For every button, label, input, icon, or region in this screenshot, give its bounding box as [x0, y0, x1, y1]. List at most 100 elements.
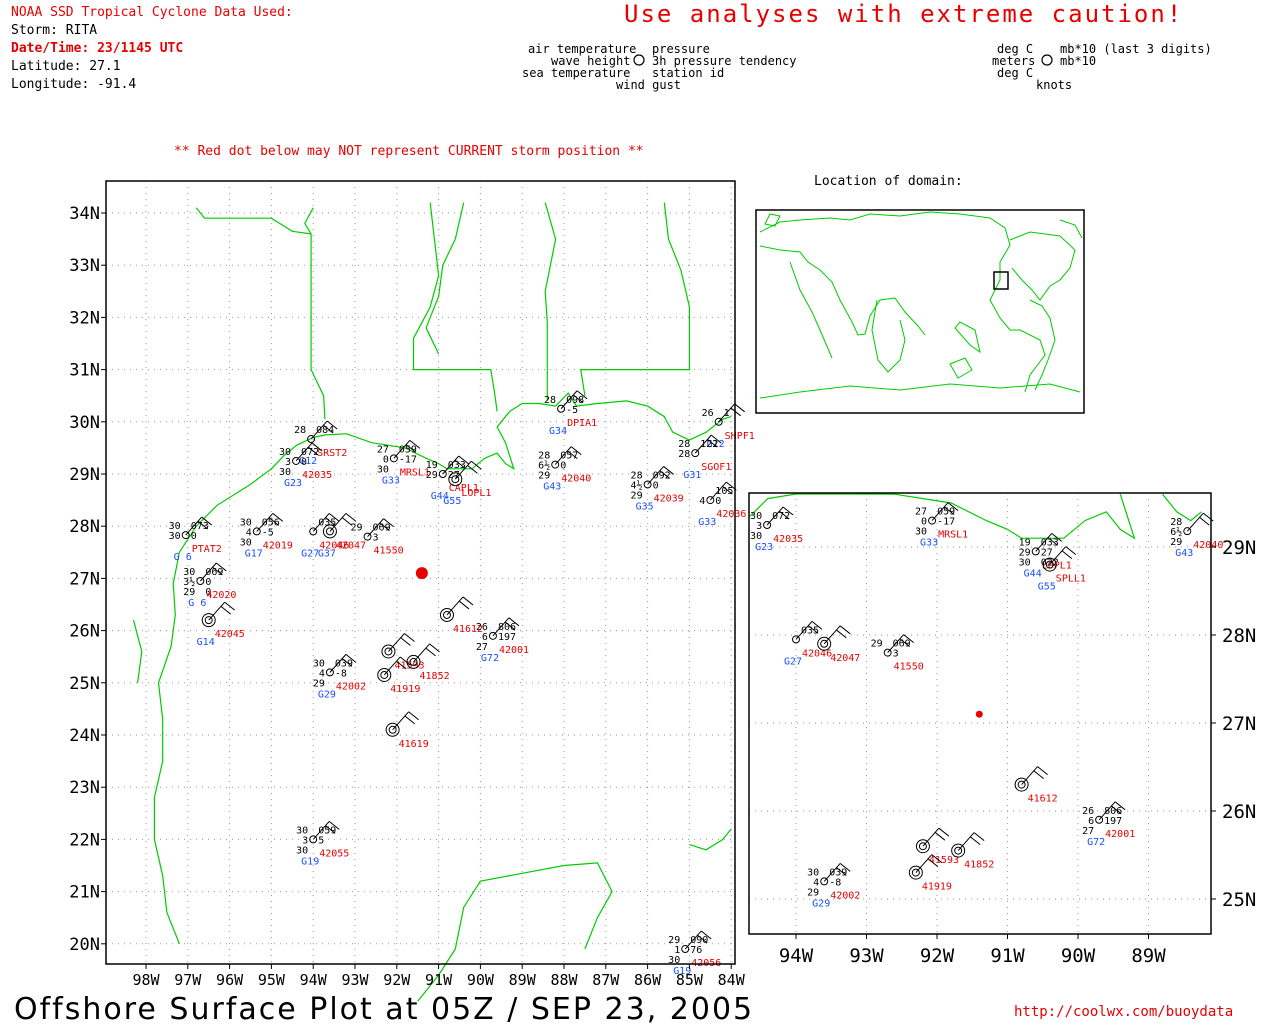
inset-station-41612: 41612	[1014, 766, 1058, 805]
station-marker	[954, 846, 963, 855]
lon-label-88W: 88W	[550, 971, 578, 989]
lon-label-85W: 85W	[676, 971, 704, 989]
lon-label-86W: 86W	[634, 971, 662, 989]
pressure: 057	[560, 451, 578, 462]
air-temp: 29	[871, 639, 883, 650]
air-temp: 28	[631, 470, 643, 481]
wind-gust: G 6	[188, 598, 206, 609]
lon-label-98W: 98W	[132, 971, 160, 989]
sea-temp: 29	[807, 887, 819, 898]
lat-label-27N: 27N	[69, 569, 100, 589]
wind-gust: G37	[318, 548, 336, 559]
pressure-tendency: -5	[566, 405, 578, 416]
station-marker	[307, 435, 316, 444]
station-marker	[252, 527, 261, 536]
station-id: 41593	[394, 660, 424, 671]
wave-height: 4	[246, 527, 252, 538]
wind-barb	[823, 625, 841, 645]
air-temp: 27	[377, 444, 389, 455]
wind-barb	[185, 516, 203, 536]
wind-barb	[1021, 766, 1038, 785]
air-temp: 28	[544, 395, 556, 406]
station-id: 42001	[1105, 829, 1135, 840]
wave-height: 0	[921, 517, 927, 528]
station-marker	[1045, 560, 1054, 569]
legend-knots: knots	[1036, 78, 1073, 92]
pressure-tendency: -5	[262, 527, 274, 538]
wave-height: 3	[756, 521, 762, 532]
wind-barb	[795, 621, 813, 640]
station-marker	[388, 725, 397, 734]
wind-barb	[915, 854, 933, 873]
inset-lon-label-90W: 90W	[1061, 945, 1096, 967]
wind-gust: G55	[443, 496, 461, 507]
station-marker	[714, 417, 723, 426]
wind-barb	[388, 633, 405, 652]
inset-storm-dot	[975, 710, 983, 718]
station-id: 41919	[922, 882, 952, 893]
lat-label-30N: 30N	[69, 413, 100, 433]
station-id: 41612	[1028, 794, 1058, 805]
wind-barb	[393, 440, 411, 459]
wind-barb	[684, 930, 702, 950]
locator-title: Location of domain:	[814, 174, 963, 189]
station-id: 42001	[499, 645, 529, 656]
wind-barb	[823, 863, 841, 882]
pressure-tendency: 0	[205, 577, 211, 588]
sea-temp: 30	[279, 467, 291, 478]
inset-station-42047: 42047	[817, 625, 860, 664]
wind-gust: G34	[549, 426, 567, 437]
wind-gust: G55	[1038, 582, 1056, 593]
station-marker	[911, 868, 920, 877]
lon-label-97W: 97W	[174, 971, 202, 989]
wind-gust: G27	[301, 548, 319, 559]
wind-barb	[560, 390, 578, 410]
lon-label-87W: 87W	[592, 971, 620, 989]
air-temp: 26	[1082, 806, 1094, 817]
wind-gust: G23	[755, 542, 773, 553]
lat-label-29N: 29N	[69, 465, 100, 485]
air-temp: 28	[1170, 517, 1182, 528]
air-temp: 30	[807, 867, 819, 878]
sea-temp: 27	[476, 642, 488, 653]
wave-height: 3	[285, 457, 291, 468]
lon-label-95W: 95W	[258, 971, 286, 989]
inset-axis-labels: 29N 28N 27N 26N 25N 94W 93W 92W 91W 90W 89W	[779, 537, 1256, 967]
station-marker	[438, 470, 447, 478]
lat-label-32N: 32N	[69, 308, 100, 328]
pressure: 033	[1041, 537, 1059, 548]
pressure: 806	[498, 622, 516, 633]
lat-label-34N: 34N	[69, 204, 100, 224]
pressure: 098	[566, 395, 584, 406]
wind-gust: G27	[784, 656, 802, 667]
wind-gust: G19	[673, 966, 691, 977]
sea-temp: 30	[296, 845, 308, 856]
pressure-tendency: 27	[1041, 547, 1053, 558]
wind-barb	[392, 711, 409, 731]
station-id: 41550	[894, 662, 924, 673]
datetime-label: Date/Time: 23/1145 UTC	[11, 41, 184, 56]
wind-barb	[554, 446, 572, 465]
footer-url[interactable]: http://coolwx.com/buoydata	[1014, 1004, 1234, 1020]
wave-height: 3½	[183, 576, 195, 588]
wind-gust: G19	[301, 856, 319, 867]
wind-gust: G43	[1175, 548, 1193, 559]
station-id: 41612	[453, 624, 483, 635]
wave-height: 4½	[631, 479, 643, 491]
inset-lon-label-91W: 91W	[990, 945, 1025, 967]
lower-right: 022	[1041, 557, 1059, 568]
wave-height: 29	[1019, 547, 1031, 558]
station-id: SRST2	[317, 448, 347, 459]
pressure-tendency: 0	[191, 531, 197, 542]
station-id: MRSL1	[938, 530, 968, 541]
sea-temp: 27	[1082, 826, 1094, 837]
